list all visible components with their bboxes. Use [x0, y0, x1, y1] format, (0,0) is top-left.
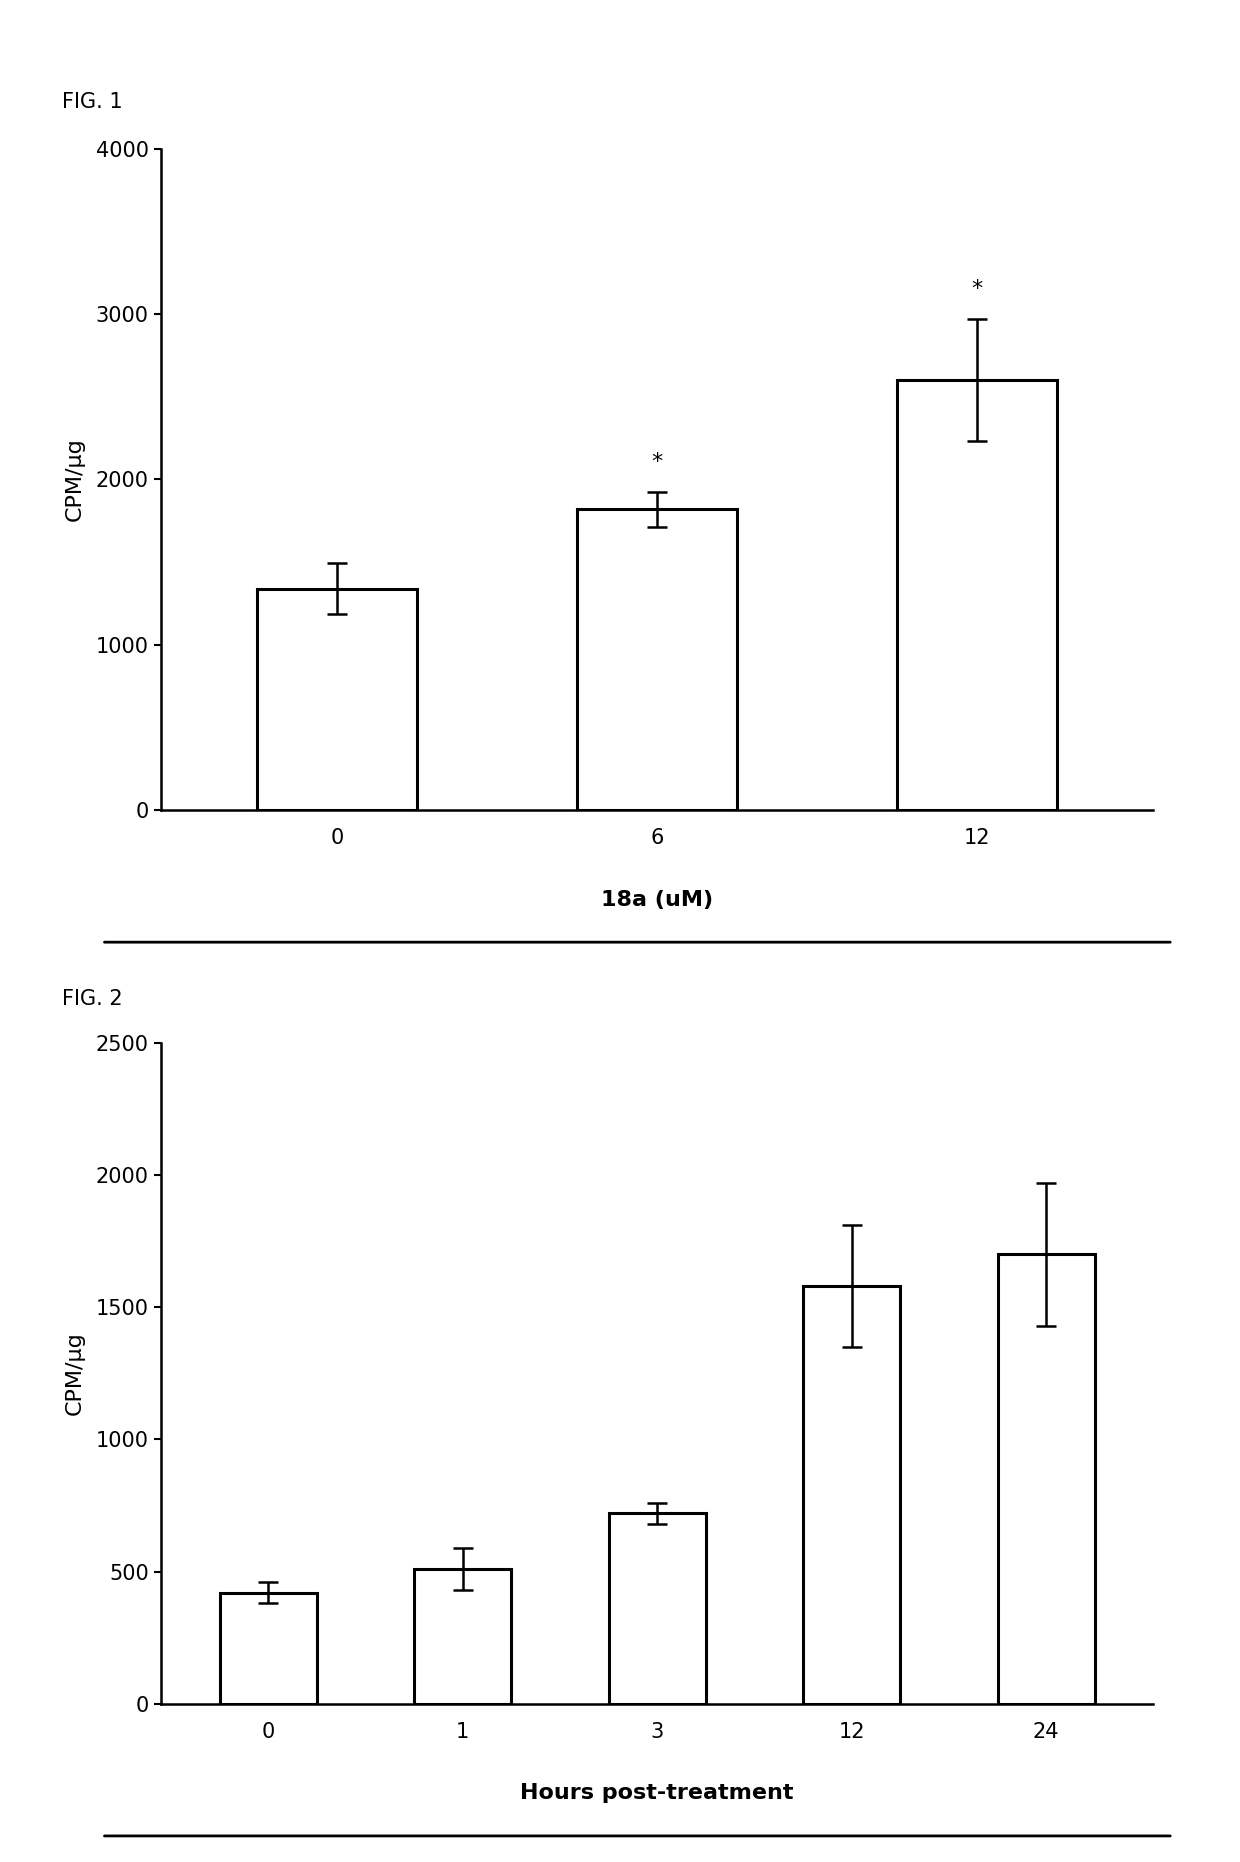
Y-axis label: CPM/μg: CPM/μg: [64, 438, 84, 521]
Bar: [998, 1255, 1095, 1704]
Text: FIG. 2: FIG. 2: [62, 989, 123, 1009]
Bar: [804, 1287, 900, 1704]
Bar: [414, 1570, 511, 1704]
Bar: [219, 1592, 316, 1704]
Bar: [577, 508, 738, 810]
Text: *: *: [651, 452, 663, 473]
Bar: [898, 380, 1058, 810]
Text: FIG. 1: FIG. 1: [62, 91, 123, 112]
X-axis label: Hours post-treatment: Hours post-treatment: [521, 1784, 794, 1804]
Bar: [609, 1514, 706, 1704]
Text: *: *: [972, 279, 983, 300]
Bar: [257, 588, 417, 810]
Y-axis label: CPM/μg: CPM/μg: [64, 1331, 84, 1415]
X-axis label: 18a (uM): 18a (uM): [601, 890, 713, 911]
